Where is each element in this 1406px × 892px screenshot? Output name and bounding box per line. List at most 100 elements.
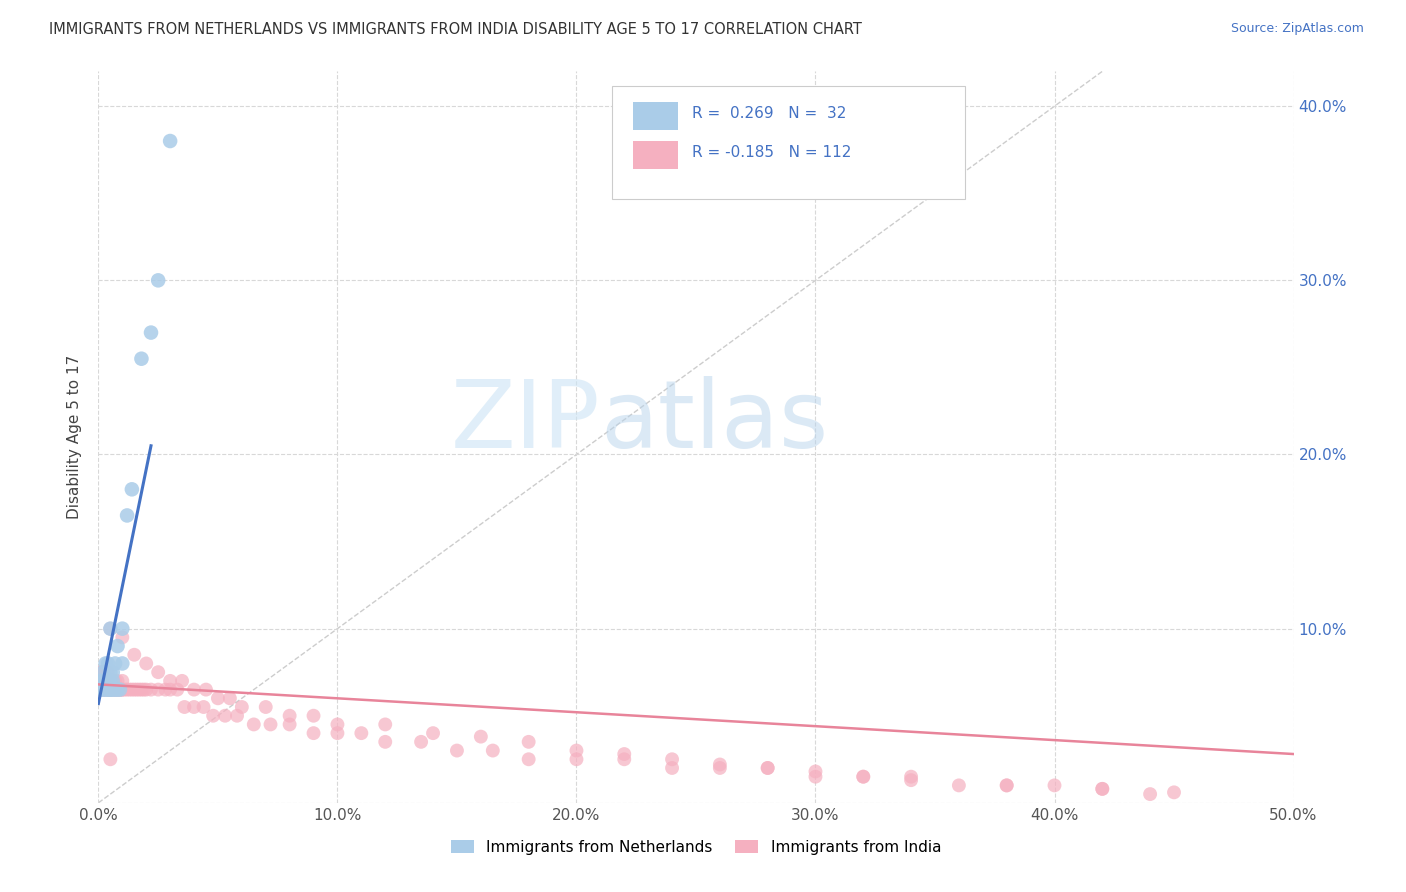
Point	[326, 717, 349, 731]
Point	[1043, 778, 1066, 792]
Y-axis label: Disability Age 5 to 17: Disability Age 5 to 17	[67, 355, 83, 519]
Point	[111, 673, 134, 688]
Point	[243, 717, 266, 731]
Point	[97, 682, 120, 697]
Point	[98, 752, 122, 766]
Point	[207, 691, 229, 706]
Point	[107, 682, 129, 697]
Point	[94, 657, 117, 671]
Point	[98, 673, 122, 688]
Point	[91, 665, 114, 680]
Point	[852, 770, 875, 784]
Point	[111, 631, 134, 645]
Point	[1139, 787, 1161, 801]
FancyBboxPatch shape	[613, 86, 965, 200]
Text: ZIP: ZIP	[451, 376, 600, 468]
Point	[1163, 785, 1185, 799]
Point	[804, 764, 827, 779]
Point	[1091, 781, 1114, 796]
Point	[350, 726, 373, 740]
Point	[97, 665, 120, 680]
Point	[565, 743, 588, 757]
Point	[101, 665, 124, 680]
Point	[107, 682, 129, 697]
Point	[195, 682, 218, 697]
Point	[94, 682, 117, 697]
Point	[98, 682, 122, 697]
Point	[97, 673, 120, 688]
Point	[108, 682, 131, 697]
Point	[995, 778, 1018, 792]
Point	[139, 326, 162, 340]
Point	[101, 673, 124, 688]
Point	[254, 700, 277, 714]
Point	[756, 761, 779, 775]
Point	[115, 682, 138, 697]
Point	[94, 682, 117, 697]
Point	[948, 778, 970, 792]
Point	[172, 673, 194, 688]
Point	[90, 673, 112, 688]
Point	[101, 673, 124, 688]
Point	[517, 752, 540, 766]
Point	[661, 761, 683, 775]
Point	[131, 351, 153, 366]
Point	[214, 708, 236, 723]
Point	[111, 622, 134, 636]
Point	[121, 483, 143, 497]
Point	[900, 773, 922, 788]
Point	[104, 673, 127, 688]
Point	[302, 726, 325, 740]
Bar	[633, 141, 678, 169]
Point	[107, 639, 129, 653]
Point	[98, 622, 122, 636]
Point	[91, 682, 114, 697]
Point	[97, 657, 120, 671]
Point	[202, 708, 225, 723]
Point	[104, 682, 127, 697]
Point	[115, 508, 138, 523]
Point	[411, 735, 433, 749]
Point	[481, 743, 505, 757]
Point	[101, 682, 124, 697]
Point	[183, 700, 205, 714]
Point	[108, 682, 131, 697]
Point	[104, 682, 127, 697]
Point	[104, 682, 127, 697]
Point	[125, 682, 148, 697]
Point	[446, 743, 468, 757]
Point	[1091, 781, 1114, 796]
Point	[98, 682, 122, 697]
Text: Source: ZipAtlas.com: Source: ZipAtlas.com	[1230, 22, 1364, 36]
Point	[278, 708, 301, 723]
Point	[148, 682, 170, 697]
Point	[135, 657, 157, 671]
Point	[756, 761, 779, 775]
Point	[101, 682, 124, 697]
Point	[159, 673, 181, 688]
Point	[90, 673, 112, 688]
Point	[374, 717, 396, 731]
Point	[900, 770, 922, 784]
Text: R = -0.185   N = 112: R = -0.185 N = 112	[692, 145, 852, 160]
Text: IMMIGRANTS FROM NETHERLANDS VS IMMIGRANTS FROM INDIA DISABILITY AGE 5 TO 17 CORR: IMMIGRANTS FROM NETHERLANDS VS IMMIGRANT…	[49, 22, 862, 37]
Point	[91, 673, 114, 688]
Point	[193, 700, 215, 714]
Point	[226, 708, 249, 723]
Point	[132, 682, 155, 697]
Point	[139, 682, 162, 697]
Point	[231, 700, 253, 714]
Point	[124, 648, 146, 662]
Point	[107, 682, 129, 697]
Point	[124, 682, 146, 697]
Point	[135, 682, 157, 697]
Point	[97, 682, 120, 697]
Point	[98, 682, 122, 697]
Point	[98, 665, 122, 680]
Point	[111, 682, 134, 697]
Point	[148, 665, 170, 680]
Point	[709, 757, 731, 772]
Point	[219, 691, 242, 706]
Text: atlas: atlas	[600, 376, 828, 468]
Point	[470, 730, 492, 744]
